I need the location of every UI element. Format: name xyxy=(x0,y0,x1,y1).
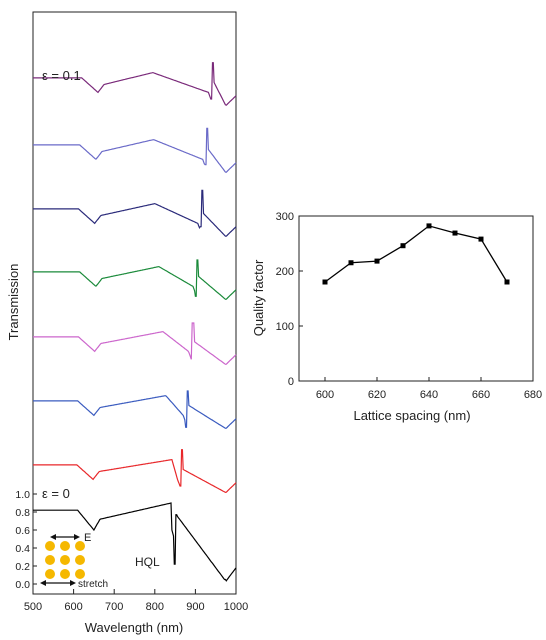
hql-label: HQL xyxy=(135,555,160,569)
right-y-tick-label: 300 xyxy=(276,211,294,223)
spectrum-line xyxy=(33,449,237,494)
spectrum-line xyxy=(33,62,237,106)
left-y-tick-label: 0.8 xyxy=(15,507,30,519)
left-y-tick-label: 1.0 xyxy=(15,489,30,501)
nanoparticle-dot xyxy=(45,555,55,565)
lattice-inset: E stretch xyxy=(40,532,108,590)
right-y-axis-label: Quality factor xyxy=(251,259,266,336)
nanoparticle-dot xyxy=(60,569,70,579)
nanoparticle-dot xyxy=(75,541,85,551)
nanoparticle-dot xyxy=(60,555,70,565)
spectrum-line xyxy=(33,259,237,300)
spectrum-line xyxy=(33,127,237,173)
stretch-arrow-head-left xyxy=(40,580,46,586)
polarization-arrow-head-right xyxy=(74,534,80,540)
quality-factor-point xyxy=(452,230,458,236)
polarization-label: E xyxy=(84,532,91,544)
right-plot-frame xyxy=(298,215,534,382)
left-y-tick-label: 0.6 xyxy=(15,525,30,537)
right-y-tick-label: 200 xyxy=(276,266,294,278)
left-x-tick-label: 500 xyxy=(24,601,42,613)
polarization-arrow-head-left xyxy=(50,534,56,540)
right-x-tick-label: 600 xyxy=(316,389,334,401)
left-x-axis-label: Wavelength (nm) xyxy=(85,620,184,635)
left-x-tick-label: 700 xyxy=(105,601,123,613)
transmission-plot: 500 600 700 800 900 1000 0.0 0.2 0.4 0.6 0.8 1.0 W… xyxy=(6,11,248,635)
left-y-tick-label: 0.0 xyxy=(15,579,30,591)
quality-factor-point xyxy=(426,223,432,229)
left-x-tick-label: 1000 xyxy=(224,601,248,613)
left-x-tick-label: 800 xyxy=(146,601,164,613)
stretch-label: stretch xyxy=(78,579,108,590)
nanoparticle-dot xyxy=(75,569,85,579)
left-plot-frame xyxy=(32,11,237,595)
right-y-tick-label: 0 xyxy=(288,376,294,388)
nanoparticle-dot xyxy=(45,541,55,551)
quality-factor-point xyxy=(322,279,328,285)
right-x-tick-label: 620 xyxy=(368,389,386,401)
right-x-axis-label: Lattice spacing (nm) xyxy=(353,408,470,423)
spectrum-line xyxy=(33,390,237,429)
quality-factor-point xyxy=(374,258,380,264)
nanoparticle-dots xyxy=(45,541,85,579)
epsilon-top-label: ε = 0.1 xyxy=(42,68,81,83)
left-y-tick-label: 0.2 xyxy=(15,561,30,573)
spectrum-line xyxy=(33,502,237,582)
right-x-tick-label: 680 xyxy=(524,389,542,401)
quality-factor-point xyxy=(400,243,406,249)
quality-factor-plot: 600 620 640 660 680 0 100 200 300 Lattice spaci… xyxy=(251,211,542,423)
left-x-tick-label: 900 xyxy=(186,601,204,613)
left-x-tick-label: 600 xyxy=(64,601,82,613)
right-y-tick-label: 100 xyxy=(276,321,294,333)
quality-factor-point xyxy=(504,279,510,285)
nanoparticle-dot xyxy=(60,541,70,551)
quality-factor-point xyxy=(478,236,484,242)
left-y-tick-label: 0.4 xyxy=(15,543,30,555)
quality-factor-line xyxy=(324,225,508,283)
right-x-tick-label: 640 xyxy=(420,389,438,401)
spectrum-line xyxy=(33,322,237,365)
nanoparticle-dot xyxy=(75,555,85,565)
nanoparticle-dot xyxy=(45,569,55,579)
quality-factor-point xyxy=(348,260,354,266)
stretch-arrow-head-right xyxy=(70,580,76,586)
epsilon-bottom-label: ε = 0 xyxy=(42,486,70,501)
spectrum-line xyxy=(33,189,237,237)
right-x-tick-label: 660 xyxy=(472,389,490,401)
left-y-axis-label: Transmission xyxy=(6,264,21,341)
